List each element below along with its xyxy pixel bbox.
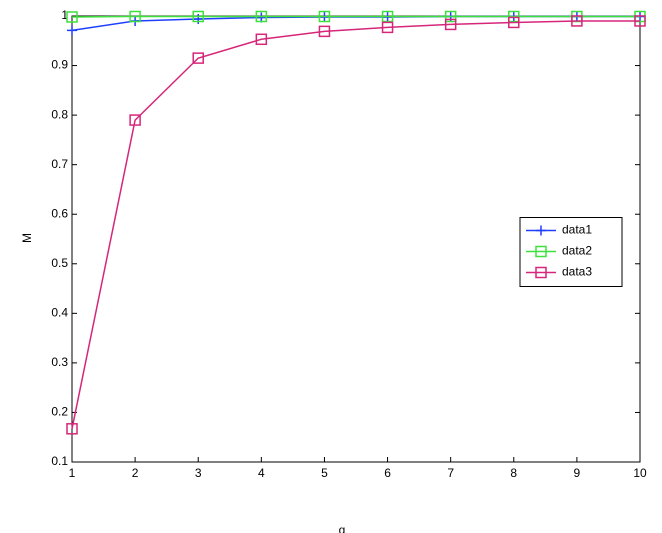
y-tick-label: 0.3 [51,355,68,369]
data-point [255,33,268,46]
data-point [66,423,78,435]
x-tick-label: 3 [195,466,202,480]
series-line [71,15,640,32]
data-point [192,10,204,23]
y-tick-label: 0.7 [51,157,68,171]
data-point [192,52,204,64]
y-tick-label: 0.8 [51,107,68,121]
x-tick-label: 7 [447,466,454,480]
y-tick-label: 0.5 [51,256,68,270]
x-tick-label: 1 [69,466,76,480]
data-point [318,25,331,38]
legend-marker [535,266,547,279]
legend-marker [536,225,546,236]
data-point [508,10,520,23]
x-tick-label: 6 [384,466,391,480]
data-point [381,10,394,23]
legend: data1 data2 data3 [519,217,623,287]
x-tick-label: 4 [258,466,265,480]
x-axis-label: q [339,523,346,533]
x-tick-label: 5 [321,466,328,480]
data-point [508,16,520,29]
data-point [634,15,646,27]
series-line [71,20,640,429]
y-tick-label: 0.2 [51,405,68,419]
x-tick-label: 2 [132,466,139,480]
data-point [129,10,141,23]
data-point [193,13,204,24]
legend-label: data3 [562,265,592,279]
x-tick-label: 9 [574,466,581,480]
y-tick-label: 0.1 [51,454,68,468]
legend-marker [535,245,547,258]
data-point [444,10,457,23]
data-point [381,21,394,34]
legend-label: data1 [562,223,592,237]
data-point [67,25,77,36]
legend-label: data2 [562,244,592,258]
data-point [129,114,141,126]
data-point [318,10,331,23]
y-tick-label: 0.4 [51,306,68,320]
y-tick-label: 0.9 [51,58,68,72]
y-axis-label: M [20,233,34,243]
y-tick-label: 1 [61,8,68,22]
data-point [255,10,268,23]
data-point [571,15,583,27]
data-point [444,18,457,31]
y-tick-label: 0.6 [51,206,68,220]
data-point [66,11,78,23]
x-tick-label: 10 [633,466,647,480]
x-tick-label: 8 [510,466,517,480]
